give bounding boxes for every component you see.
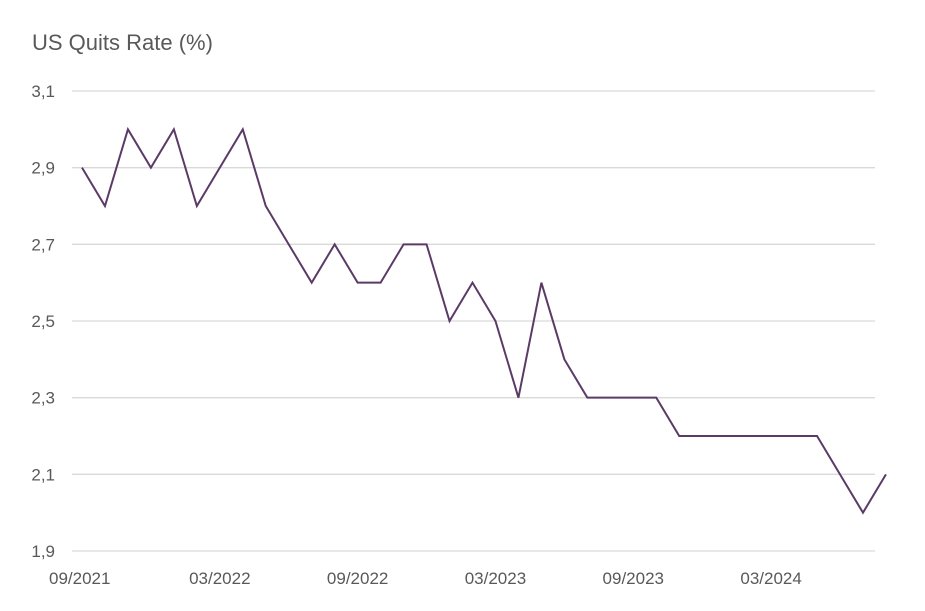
y-axis-ticks: 3,1 2,9 2,7 2,5 2,3 2,1 1,9	[31, 82, 55, 561]
x-tick-label: 03/2022	[189, 569, 250, 588]
x-tick-label: 09/2022	[327, 569, 388, 588]
x-tick-label: 03/2023	[465, 569, 526, 588]
y-tick-label: 2,7	[31, 235, 55, 254]
x-tick-label: 09/2023	[603, 569, 664, 588]
y-tick-label: 3,1	[31, 82, 55, 101]
x-tick-label: 03/2024	[740, 569, 801, 588]
grid-lines	[72, 90, 875, 552]
y-tick-label: 2,3	[31, 389, 55, 408]
series-lines	[81, 126, 887, 515]
y-tick-label: 2,5	[31, 312, 55, 331]
chart-title: US Quits Rate (%)	[32, 30, 213, 55]
y-tick-label: 1,9	[31, 542, 55, 561]
y-tick-label: 2,1	[31, 465, 55, 484]
y-tick-label: 2,9	[31, 159, 55, 178]
x-tick-label: 09/2021	[49, 569, 110, 588]
x-axis-ticks: 09/2021 03/2022 09/2022 03/2023 09/2023 03/20…	[49, 569, 802, 588]
series-line-0	[81, 126, 887, 515]
